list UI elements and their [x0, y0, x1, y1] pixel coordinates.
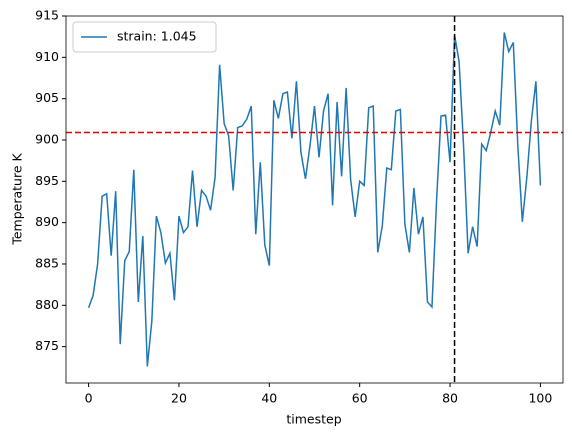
y-tick-label: 915 — [35, 8, 59, 23]
legend-box — [72, 21, 217, 53]
line — [87, 32, 542, 367]
legend-label: strain: 1.045 — [117, 29, 197, 44]
y-tick-label: 875 — [35, 338, 59, 353]
y-tick-label: 880 — [35, 297, 59, 312]
x-tick-label: 100 — [528, 391, 552, 406]
plot-frame — [65, 15, 564, 384]
y-tick-label: 900 — [35, 131, 59, 146]
x-tick-label: 60 — [352, 391, 368, 406]
y-tick-label: 910 — [35, 49, 59, 64]
y-tick-label: 890 — [35, 214, 59, 229]
y-tick-label: 885 — [35, 255, 59, 270]
x-axis-label: timestep — [286, 412, 341, 427]
x-tick-label: 40 — [261, 391, 277, 406]
x-tick-label: 80 — [442, 391, 458, 406]
y-tick-label: 895 — [35, 173, 59, 188]
x-tick-label: 20 — [171, 391, 187, 406]
x-tick-label: 0 — [85, 391, 93, 406]
y-tick-label: 905 — [35, 90, 59, 105]
y-axis-label: Temperature K — [10, 153, 25, 246]
